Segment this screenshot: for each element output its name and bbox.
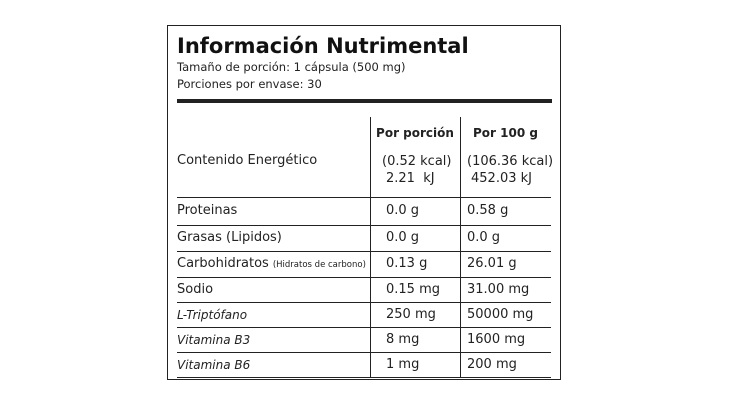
h-rule: [177, 352, 551, 353]
row-label-text: Vitamina B6: [177, 357, 251, 372]
v-rule: [460, 117, 461, 377]
value: 0.0 g: [386, 230, 420, 245]
value: 200 mg: [467, 356, 517, 372]
value: 1600 mg: [467, 331, 526, 347]
v-rule: [370, 117, 371, 377]
row-label-text: Carbohidratos: [177, 256, 269, 271]
h-rule: [177, 251, 551, 252]
value: 8 mg: [386, 331, 420, 347]
row-label: L-Triptófano: [177, 307, 247, 323]
value: 452.03 kJ: [471, 171, 532, 186]
value: (0.52 kcal): [382, 154, 452, 169]
thick-rule: [177, 99, 552, 103]
title: Información Nutrimental: [177, 34, 469, 58]
row-label-text: Proteinas: [177, 203, 238, 218]
row-label: Proteinas: [177, 203, 237, 219]
value: 31.00 mg: [467, 281, 530, 297]
value: 0.0 g: [467, 230, 501, 245]
row-label: Vitamina B3: [177, 332, 250, 348]
row-label: Contenido Energético: [177, 153, 318, 168]
serving-size: Tamaño de porción: 1 cápsula (500 mg): [177, 60, 406, 74]
row-label-text: L-Triptófano: [177, 307, 248, 322]
row-label-text: Grasas (Lipidos): [177, 230, 282, 245]
h-rule: [177, 225, 551, 226]
value: 2.21 kJ: [386, 171, 435, 186]
h-rule: [177, 302, 551, 303]
column-header: Por 100 g: [473, 126, 538, 140]
row-label-text: Vitamina B3: [177, 332, 251, 347]
row-label-text: Sodio: [177, 281, 214, 297]
value: (106.36 kcal): [467, 154, 554, 169]
row-label: Carbohidratos (Hidratos de carbono): [177, 256, 366, 273]
value: 1 mg: [386, 356, 420, 372]
value: 26.01 g: [467, 256, 517, 271]
column-header: Por porción: [376, 126, 454, 140]
h-rule: [177, 377, 551, 378]
row-label: Grasas (Lipidos): [177, 230, 282, 246]
row-label: Sodio: [177, 282, 213, 298]
h-rule: [177, 327, 551, 328]
row-note: (Hidratos de carbono): [272, 260, 366, 270]
value: 50000 mg: [467, 306, 534, 322]
value: 250 mg: [386, 306, 436, 322]
row-label: Vitamina B6: [177, 357, 250, 373]
value: 0.0 g: [386, 203, 420, 218]
servings: Porciones por envase: 30: [177, 77, 322, 91]
h-rule: [177, 197, 551, 198]
value: 0.13 g: [386, 256, 428, 271]
value: 0.15 mg: [386, 281, 440, 297]
value: 0.58 g: [467, 203, 509, 218]
label-frame: [167, 25, 561, 380]
h-rule: [177, 277, 551, 278]
